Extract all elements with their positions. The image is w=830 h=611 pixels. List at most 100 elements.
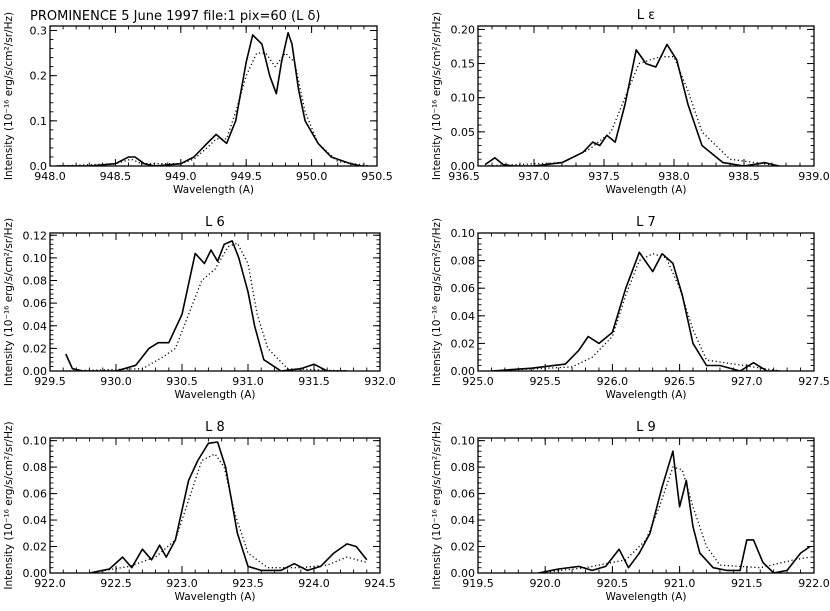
plot-frame (49, 25, 378, 167)
y-tick-label: 0.1 (30, 115, 48, 128)
x-tick-label: 924.5 (364, 577, 396, 590)
y-tick-label: 0.10 (23, 252, 48, 265)
series-observed (491, 251, 781, 371)
panel-title: L 9 (636, 420, 656, 435)
x-tick-label: 931.5 (298, 375, 330, 388)
y-tick-label: 0.05 (451, 126, 476, 139)
y-tick-label: 0.15 (451, 58, 476, 71)
x-tick-label: 920.5 (597, 577, 629, 590)
y-tick-label: 0.02 (451, 337, 476, 350)
x-tick-label: 949.5 (230, 170, 262, 183)
y-tick-label: 0.02 (451, 541, 476, 554)
panel-title: L 6 (205, 215, 225, 230)
series-fit (491, 253, 781, 371)
y-tick-label: 0.20 (451, 23, 476, 36)
x-tick-label: 929.5 (34, 375, 66, 388)
series-fit (56, 52, 371, 166)
x-tick-label: 937.0 (518, 170, 550, 183)
panel-title: L ε (637, 8, 655, 23)
x-axis-label: Wavelength (A) (605, 184, 686, 196)
y-tick-label: 0.04 (451, 310, 476, 323)
x-tick-label: 921.0 (664, 577, 696, 590)
y-tick-label: 0.04 (23, 514, 48, 527)
x-tick-label: 932.0 (364, 375, 396, 388)
x-tick-label: 949.0 (165, 170, 197, 183)
y-tick-label: 0.00 (23, 567, 48, 580)
x-tick-label: 920.0 (529, 577, 561, 590)
figure-title: PROMINENCE 5 June 1997 file:1 pix=60 (L … (30, 9, 320, 24)
plot-frame (49, 437, 381, 574)
y-tick-label: 0.08 (23, 275, 48, 288)
x-tick-label: 938.5 (728, 170, 760, 183)
x-tick-label: 919.5 (462, 577, 494, 590)
y-tick-label: 0.08 (451, 255, 476, 268)
y-axis-label: Intensity (10⁻¹⁶ erg/s/cm²/sr/Hz) (3, 421, 15, 589)
x-tick-label: 937.5 (588, 170, 620, 183)
series-fit (89, 453, 367, 573)
y-tick-label: 0.00 (23, 365, 48, 378)
y-axis-label: Intensity (10⁻¹⁶ erg/s/cm²/sr/Hz) (3, 218, 15, 386)
y-tick-label: 0.04 (23, 320, 48, 333)
x-tick-label: 927.5 (798, 375, 830, 388)
series-fit (538, 466, 811, 573)
y-tick-label: 0.10 (451, 227, 476, 240)
y-tick-label: 0.2 (30, 70, 48, 83)
series-observed (65, 240, 347, 371)
y-tick-label: 0.06 (451, 488, 476, 501)
series-fit (65, 242, 348, 371)
x-tick-label: 930.0 (100, 375, 132, 388)
x-tick-label: 950.0 (296, 170, 328, 183)
plot-frame (49, 232, 381, 372)
y-tick-label: 0.10 (23, 435, 48, 448)
y-tick-label: 0.06 (23, 297, 48, 310)
x-tick-label: 921.5 (731, 577, 763, 590)
y-tick-label: 0.10 (451, 435, 476, 448)
y-axis-label: Intensity (10⁻¹⁶ erg/s/cm²/sr/Hz) (431, 218, 443, 386)
y-tick-label: 0.06 (451, 282, 476, 295)
y-tick-label: 0.00 (451, 567, 476, 580)
y-tick-label: 0.08 (23, 461, 48, 474)
x-tick-label: 938.0 (658, 170, 690, 183)
y-tick-label: 0.04 (451, 514, 476, 527)
series-observed (56, 31, 365, 166)
x-tick-label: 950.5 (361, 170, 393, 183)
x-tick-label: 936.5 (448, 170, 480, 183)
series-observed (89, 441, 368, 573)
y-tick-label: 0.00 (451, 365, 476, 378)
x-axis-label: Wavelength (A) (605, 389, 686, 401)
panel-4: 925.0 925.5 926.0 926.5 927.0 927.5 0.00 0.02 0.… (431, 215, 830, 401)
x-tick-label: 925.0 (462, 375, 494, 388)
x-tick-label: 923.0 (166, 577, 198, 590)
y-axis-label: Intensity (10⁻¹⁶ erg/s/cm²/sr/Hz) (431, 421, 443, 589)
series-observed (538, 450, 811, 573)
x-tick-label: 927.0 (731, 375, 763, 388)
x-tick-label: 924.0 (298, 577, 330, 590)
plot-frame (477, 232, 815, 372)
x-axis-label: Wavelength (A) (605, 591, 686, 603)
panel-title: L 8 (205, 420, 225, 435)
y-tick-label: 0.02 (23, 541, 48, 554)
x-axis-label: Wavelength (A) (173, 184, 254, 196)
x-axis-label: Wavelength (A) (174, 591, 255, 603)
x-tick-label: 922.0 (34, 577, 66, 590)
plot-frame (477, 25, 815, 167)
y-tick-label: 0.12 (23, 229, 48, 242)
x-tick-label: 948.5 (100, 170, 132, 183)
panel-6: 919.5 920.0 920.5 921.0 921.5 922.0 0.00 0.02 0.… (431, 420, 830, 603)
y-tick-label: 0.08 (451, 461, 476, 474)
y-tick-label: 0.3 (30, 25, 48, 38)
series-observed (484, 43, 780, 166)
y-axis-label: Intensity (10⁻¹⁶ erg/s/cm²/sr/Hz) (431, 12, 443, 180)
series-fit (484, 56, 780, 166)
x-tick-label: 926.0 (597, 375, 629, 388)
y-tick-label: 0.02 (23, 342, 48, 355)
x-tick-label: 939.0 (798, 170, 830, 183)
y-tick-label: 0.10 (451, 92, 476, 105)
panel-2: 936.5 937.0 937.5 938.0 938.5 939.0 0.00 0.05 0.… (431, 8, 830, 196)
panel-title: L 7 (636, 215, 656, 230)
x-tick-label: 948.0 (34, 170, 66, 183)
x-tick-label: 931.0 (232, 375, 264, 388)
panel-1: 948.0 948.5 949.0 949.5 950.0 950.5 0.0 0.1 0.2 0… (3, 12, 393, 196)
x-tick-label: 922.5 (100, 577, 132, 590)
